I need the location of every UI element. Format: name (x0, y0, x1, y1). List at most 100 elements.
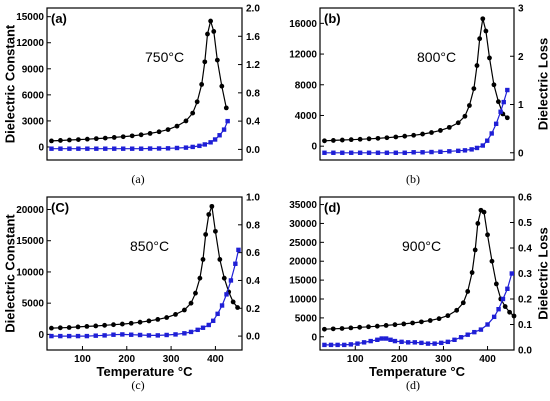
data-point (93, 333, 98, 338)
data-point (197, 143, 202, 149)
data-point (183, 145, 189, 150)
data-point (445, 339, 451, 345)
temperature-annotation: 900°C (402, 238, 441, 254)
data-point (58, 333, 63, 339)
data-point (58, 146, 63, 151)
data-point (67, 137, 72, 143)
data-point (147, 131, 153, 136)
data-point (210, 318, 216, 323)
data-point (121, 146, 126, 151)
data-point (322, 150, 327, 155)
y-tick-label: 30000 (289, 219, 317, 230)
data-point (438, 149, 443, 154)
data-point (49, 138, 54, 144)
y-tick-label: 0 (38, 330, 44, 341)
data-point (203, 232, 209, 237)
temperature-annotation: 800°C (417, 49, 456, 65)
data-point (472, 329, 477, 335)
data-point (138, 132, 144, 138)
data-point (217, 257, 223, 262)
data-point (469, 270, 475, 275)
data-point (146, 318, 152, 324)
data-point (75, 137, 81, 142)
data-point (495, 99, 501, 105)
y-tick-label: 0 (38, 142, 44, 153)
y-tick-label: 10000 (289, 295, 317, 306)
series-line-2 (324, 89, 508, 154)
plot-frame (46, 196, 243, 351)
data-point (455, 120, 461, 126)
data-point (129, 146, 135, 151)
chart-panel-2: 0 4000 8000 12000 16000 0 1 2 3 (b) 800°C Dielectri… (289, 4, 550, 187)
data-point (379, 336, 384, 341)
data-point (164, 315, 170, 320)
data-point (195, 327, 200, 333)
data-point (120, 134, 126, 140)
y2-tick-label: 0.0 (246, 145, 260, 156)
data-point (330, 138, 336, 143)
y2-tick-label: 1 (518, 100, 524, 111)
data-point (137, 319, 143, 325)
data-point (491, 82, 497, 88)
data-point (374, 323, 380, 329)
data-point (215, 311, 220, 317)
y2-tick-label: 0.4 (246, 276, 260, 287)
data-point (174, 123, 180, 129)
chart-panel-4: 0 5000 10000 15000 20000 25000 30000 35000 0.0 0.… (289, 193, 550, 393)
data-point (429, 130, 434, 135)
data-point (173, 332, 178, 337)
y2-tick-label: 0.5 (518, 218, 532, 229)
data-point (93, 136, 99, 142)
x-tick-label: 200 (118, 354, 135, 365)
data-point (209, 203, 215, 209)
data-point (454, 307, 460, 313)
data-point (147, 146, 153, 151)
y2-tick-label: 2 (518, 52, 524, 63)
data-point (375, 150, 381, 155)
data-point (392, 322, 398, 328)
y2-tick-label: 0.1 (518, 320, 532, 331)
data-point (420, 131, 425, 137)
y-tick-label: 3000 (22, 116, 45, 127)
data-point (505, 286, 510, 291)
data-point (474, 63, 480, 68)
data-point (224, 292, 229, 297)
data-point (49, 146, 54, 151)
data-point (452, 337, 457, 342)
data-point (485, 232, 490, 238)
data-point (475, 221, 481, 226)
data-point (208, 18, 214, 24)
data-point (485, 138, 490, 143)
y2-axis-label: Dielectric Loss (535, 227, 550, 320)
data-point (221, 275, 227, 281)
data-point (357, 136, 363, 142)
data-point (331, 150, 336, 155)
chart-panel-1: 0 3000 6000 9000 12000 15000 0.0 0.4 0.8 1.2 1.6 2.… (2, 4, 260, 187)
data-point (480, 143, 485, 148)
panel-caption: (a) (131, 172, 144, 186)
data-point (128, 320, 134, 326)
data-point (103, 146, 108, 151)
data-point (427, 318, 433, 323)
data-point (485, 322, 490, 327)
data-point (383, 323, 389, 328)
x-tick-label: 400 (207, 354, 224, 365)
data-point (505, 87, 510, 93)
y2-tick-label: 0.6 (518, 193, 532, 204)
data-point (493, 281, 499, 287)
data-point (188, 300, 194, 306)
data-point (58, 138, 63, 143)
data-point (438, 128, 443, 133)
data-point (375, 337, 380, 342)
y2-tick-label: 1.6 (246, 32, 260, 43)
data-point (410, 320, 415, 326)
data-point (489, 258, 495, 264)
y-tick-label: 15000 (16, 236, 44, 247)
data-point (200, 257, 206, 262)
data-point (94, 146, 99, 151)
panel-caption: (c) (131, 378, 144, 392)
data-point (206, 322, 211, 328)
y-tick-label: 5000 (22, 299, 45, 310)
y2-tick-label: 0.4 (246, 117, 260, 128)
data-point (478, 327, 484, 332)
